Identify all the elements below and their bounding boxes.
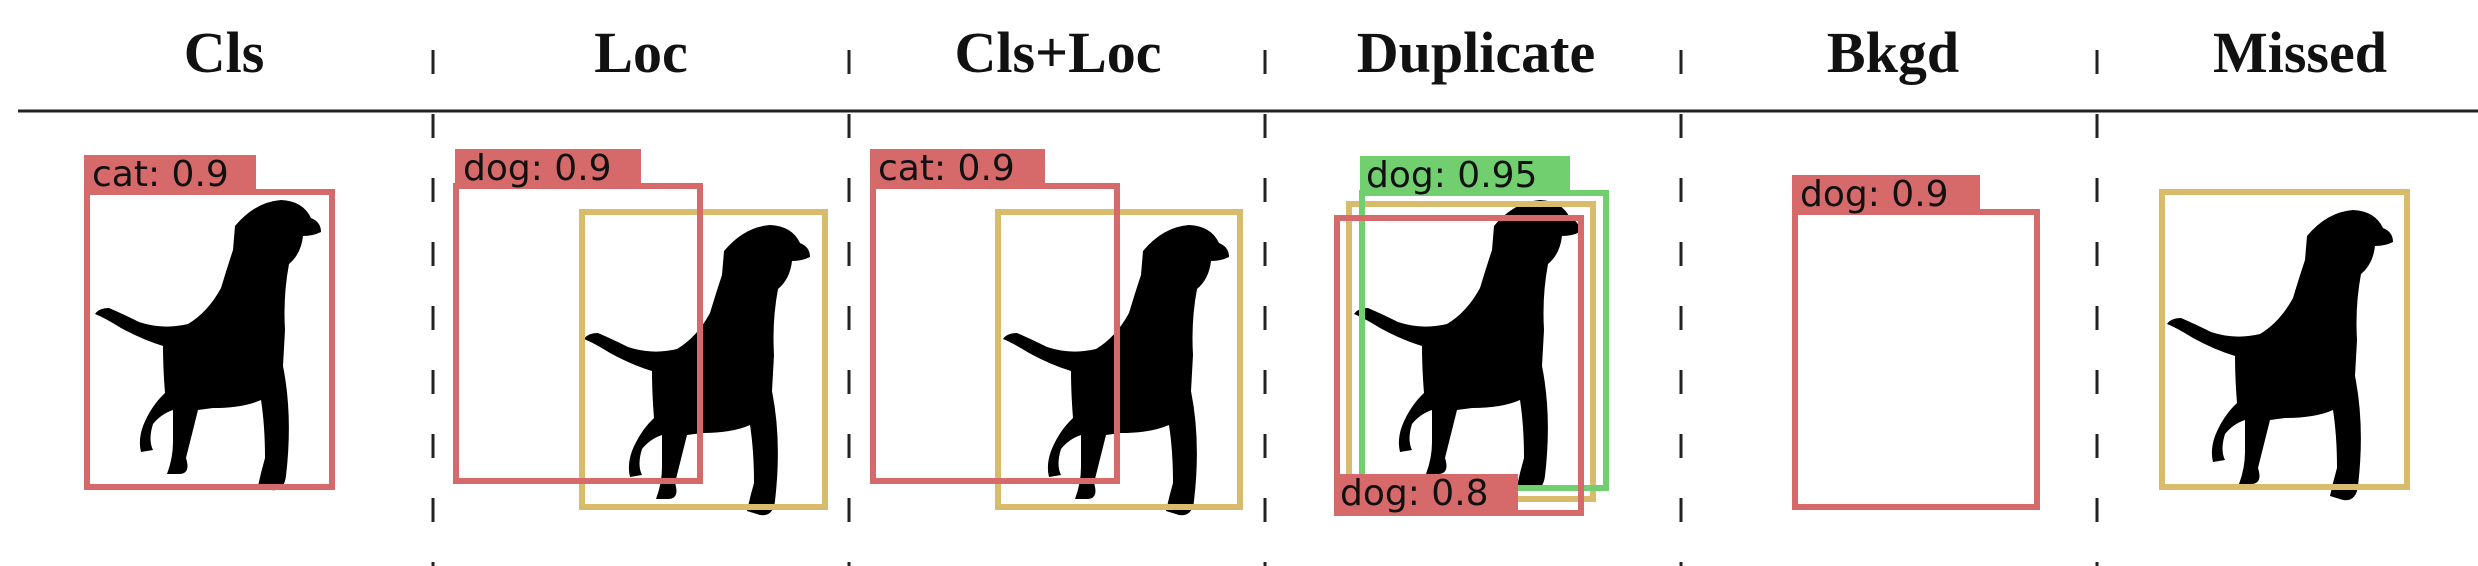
prediction-label-bg [870,149,1045,187]
correct-prediction-label: dog: 0.95 [1366,155,1537,196]
correct-prediction-label-bg [1360,156,1570,194]
ground-truth-box [2159,189,2410,490]
prediction-label-bg [455,149,641,187]
header-bkgd: Bkgd [1827,20,1959,85]
duplicate-prediction-label-bg [1334,474,1518,512]
header-cls: Cls [184,20,265,85]
header-duplicate: Duplicate [1357,20,1595,85]
header-loc: Loc [594,20,687,85]
prediction-label-bg [84,155,256,193]
header-cls-loc: Cls+Loc [954,20,1161,85]
dog-silhouette [1354,200,1580,491]
header-missed: Missed [2213,20,2387,85]
ground-truth-box [579,209,828,510]
prediction-label: cat: 0.9 [878,148,1015,189]
prediction-label-bg [1792,175,1980,213]
dog-silhouette [95,200,321,491]
panel-cls: cat: 0.9 [84,154,335,491]
background-prediction-box [1792,209,2040,510]
panel-bkgd: dog: 0.9 [1792,174,2040,510]
dog-silhouette [2167,210,2393,501]
duplicate-prediction-box [1334,215,1584,516]
prediction-label: cat: 0.9 [92,154,229,195]
panel-cls-loc: cat: 0.9 [870,148,1243,516]
prediction-label: dog: 0.9 [463,148,612,189]
duplicate-prediction-label: dog: 0.8 [1340,473,1489,514]
panel-loc: dog: 0.9 [453,148,828,516]
panel-missed [2159,189,2410,501]
panel-duplicate: dog: 0.95 dog: 0.8 [1334,155,1609,516]
prediction-label: dog: 0.9 [1800,174,1949,215]
